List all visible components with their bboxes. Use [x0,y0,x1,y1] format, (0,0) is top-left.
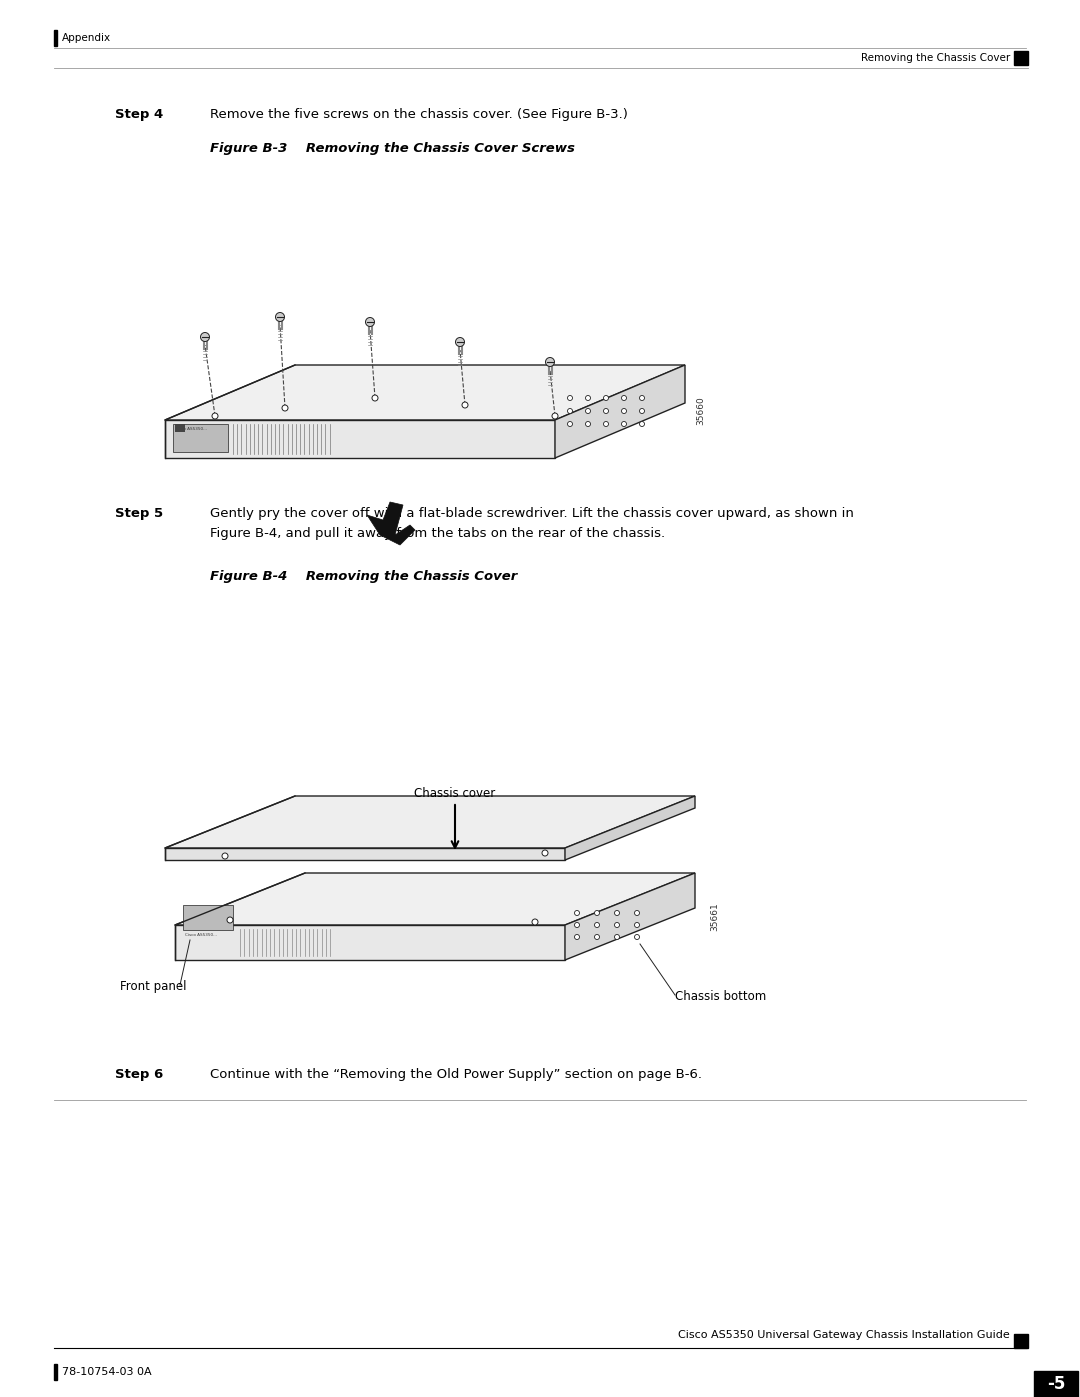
Circle shape [621,408,626,414]
Circle shape [639,408,645,414]
Circle shape [222,854,228,859]
Polygon shape [165,420,555,458]
Circle shape [585,408,591,414]
Polygon shape [165,365,685,420]
Circle shape [542,849,548,856]
Text: Front panel: Front panel [120,981,187,993]
Polygon shape [165,848,565,861]
Circle shape [567,422,572,426]
Circle shape [532,919,538,925]
Bar [54,29,56,46]
Bar [175,425,185,432]
Polygon shape [565,796,696,861]
Circle shape [365,317,375,327]
Circle shape [594,911,599,915]
Polygon shape [555,365,685,458]
Circle shape [212,414,218,419]
Bar [1034,1370,1078,1397]
Text: Appendix: Appendix [62,34,111,43]
Polygon shape [367,502,415,545]
Circle shape [575,922,580,928]
Text: Step 6: Step 6 [114,1067,163,1081]
Text: Cisco AS5350 Universal Gateway Chassis Installation Guide: Cisco AS5350 Universal Gateway Chassis I… [678,1330,1010,1340]
Circle shape [372,395,378,401]
Circle shape [545,358,554,366]
Circle shape [462,402,468,408]
Text: Remove the five screws on the chassis cover. (See Figure B-3.): Remove the five screws on the chassis co… [210,108,627,122]
Text: Figure B-3    Removing the Chassis Cover Screws: Figure B-3 Removing the Chassis Cover Sc… [210,142,575,155]
Text: Figure B-4    Removing the Chassis Cover: Figure B-4 Removing the Chassis Cover [210,570,517,583]
Text: 35660: 35660 [697,397,705,425]
Text: Chassis cover: Chassis cover [415,787,496,800]
Circle shape [639,395,645,401]
Circle shape [635,935,639,940]
Circle shape [621,395,626,401]
Circle shape [635,911,639,915]
Polygon shape [175,873,696,925]
Circle shape [621,422,626,426]
Circle shape [604,422,608,426]
Text: Chassis bottom: Chassis bottom [675,990,766,1003]
Circle shape [552,414,558,419]
Bar [1014,52,1028,66]
Circle shape [604,408,608,414]
Circle shape [585,395,591,401]
Polygon shape [565,873,696,960]
Circle shape [639,422,645,426]
Circle shape [604,395,608,401]
Circle shape [594,935,599,940]
Circle shape [227,916,233,923]
Circle shape [567,395,572,401]
Circle shape [567,408,572,414]
Circle shape [575,911,580,915]
Bar [54,1363,56,1380]
Polygon shape [175,925,565,960]
Circle shape [201,332,210,341]
Circle shape [282,405,288,411]
Circle shape [635,922,639,928]
Text: Figure B-4, and pull it away from the tabs on the rear of the chassis.: Figure B-4, and pull it away from the ta… [210,527,665,541]
Bar [173,425,228,453]
Circle shape [615,935,620,940]
Circle shape [615,922,620,928]
Polygon shape [165,796,696,848]
Circle shape [615,911,620,915]
Text: Gently pry the cover off with a flat-blade screwdriver. Lift the chassis cover u: Gently pry the cover off with a flat-bla… [210,507,854,520]
Bar [1014,1334,1028,1348]
Text: Continue with the “Removing the Old Power Supply” section on page B-6.: Continue with the “Removing the Old Powe… [210,1067,702,1081]
Circle shape [575,935,580,940]
Text: Step 4: Step 4 [114,108,163,122]
Circle shape [275,313,284,321]
Text: Cisco AS5350...: Cisco AS5350... [175,427,207,432]
Text: 78-10754-03 0A: 78-10754-03 0A [62,1368,151,1377]
Text: -5: -5 [1047,1375,1065,1393]
Text: 35661: 35661 [711,902,719,932]
Circle shape [456,338,464,346]
Bar [183,905,233,930]
Text: Step 5: Step 5 [114,507,163,520]
Text: Removing the Chassis Cover: Removing the Chassis Cover [861,53,1010,63]
Text: Cisco AS5350...: Cisco AS5350... [185,933,217,937]
Circle shape [585,422,591,426]
Circle shape [594,922,599,928]
